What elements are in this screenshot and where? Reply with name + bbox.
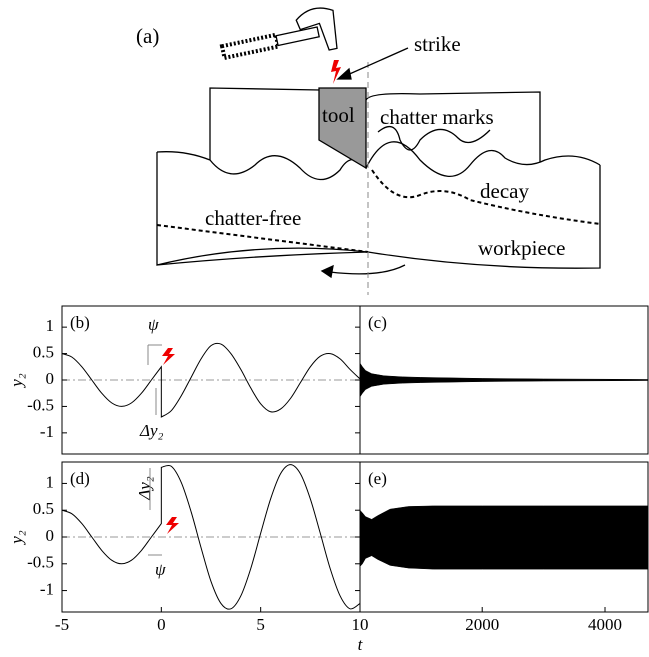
tool-shape [318,87,367,170]
rotation-arrow [329,264,406,275]
hammer-grip [219,32,281,61]
chatter-marks-label: chatter marks [380,105,494,129]
panel-label: (e) [368,469,387,488]
annotation: ψ [155,560,166,579]
x-axis-label: t [358,635,364,654]
signal-line [61,464,361,610]
oscillation-envelope [359,362,649,381]
panel-label: (a) [136,24,159,48]
x-tick-label: 10 [352,615,369,634]
tool-label: tool [322,103,355,127]
bottom-curve [156,251,369,266]
spark [166,517,179,534]
chatter-free-line [156,224,369,253]
y-axis-label: y₂ [7,373,26,389]
strike-arrowhead [336,67,352,80]
hammer-head [295,7,338,51]
y-tick-label: -1 [40,422,54,441]
y-tick-label: -1 [40,579,54,598]
y-tick-label: 0 [46,369,55,388]
left-cylinder [209,87,321,160]
x-tick-label: 0 [157,615,166,634]
oscillation-envelope [359,536,649,570]
y-tick-label: -0.5 [27,553,54,572]
hammer [219,7,338,61]
panel-label: (d) [70,469,90,488]
annotation: Δy₂ [135,476,154,501]
y-tick-label: 1 [46,316,55,335]
y-tick-label: 0.5 [33,499,54,518]
y-tick-label: -0.5 [27,395,54,414]
chatter-profile [156,141,601,181]
hammer-handle [275,26,320,47]
y-tick-label: 0.5 [33,342,54,361]
signal-line [61,342,361,418]
x-tick-label: -5 [55,615,69,634]
x-tick-label: 4000 [588,615,622,634]
oscillation-envelope [359,379,649,398]
panel-label: (c) [368,313,387,332]
workpiece-diagram [156,7,601,295]
annotation: ψ [148,315,159,334]
y-tick-label: 1 [46,472,55,491]
workpiece-label: workpiece [478,236,565,260]
rotation-arrowhead [320,264,334,279]
x-tick-label: 5 [256,615,265,634]
strike-arrow [344,47,409,77]
strike-label: strike [414,32,461,56]
spark [162,348,175,365]
panel-label: (b) [70,313,90,332]
y-axis-label: y₂ [7,530,26,546]
decay-line [371,169,601,225]
decay-label: decay [480,179,529,203]
annotation: Δy₂ [139,421,164,440]
oscillation-envelope [359,505,649,538]
chatter-marks-line [377,125,491,151]
right-cylinder [365,91,541,162]
spark [331,60,341,84]
x-tick-label: 2000 [465,615,499,634]
y-tick-label: 0 [46,526,55,545]
chatter-free-label: chatter-free [205,206,301,230]
